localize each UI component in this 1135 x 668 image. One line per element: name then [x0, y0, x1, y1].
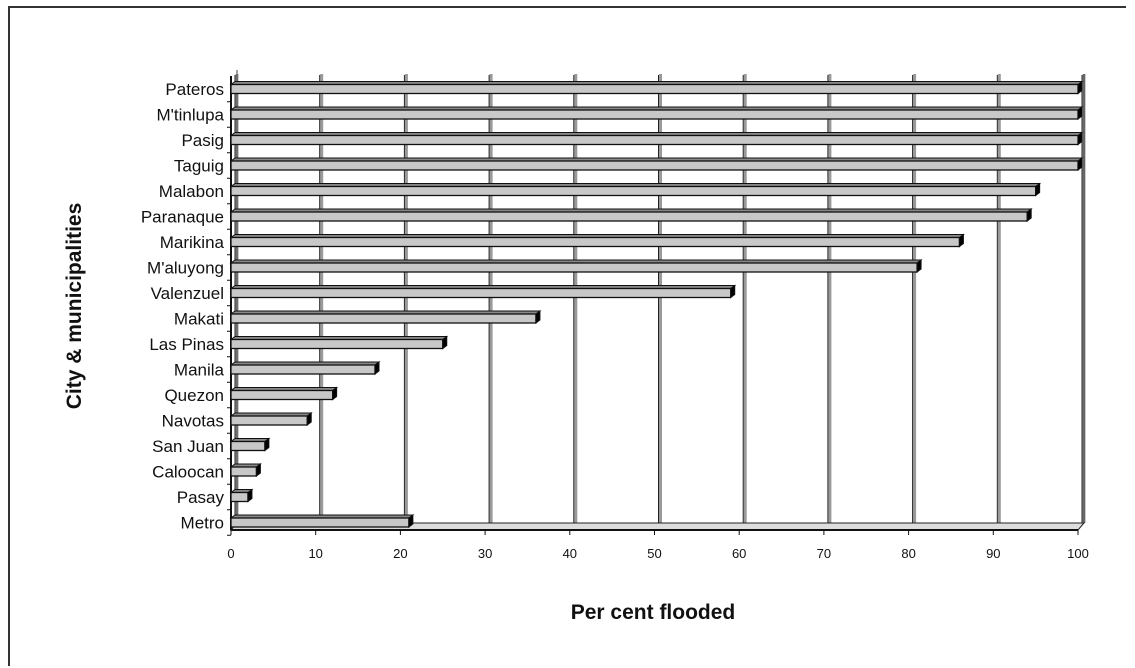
x-tick-label: 100 [1067, 546, 1089, 561]
bar-front-face [230, 185, 1037, 197]
category-label: Manila [174, 361, 225, 380]
bar-marikina [229, 233, 965, 248]
x-tick-label: 20 [393, 546, 407, 561]
gridlines [234, 74, 1086, 524]
bar-valenzuel [229, 284, 737, 299]
bar-front-face [230, 211, 1028, 222]
bar-front-face [230, 389, 334, 401]
category-label: Las Pinas [149, 335, 224, 354]
bar-pasay [229, 488, 254, 503]
bar-front-face [230, 466, 258, 477]
bar-end-face [1077, 157, 1083, 171]
bar-front-face [230, 262, 918, 273]
bar-end-face [1077, 106, 1083, 120]
bar-front-face [230, 313, 537, 324]
category-label: Navotas [162, 412, 224, 431]
category-label: Taguig [174, 157, 224, 176]
category-label: Pasig [181, 131, 224, 150]
bar-front-face [230, 83, 1079, 95]
bar-m-tinlupa [229, 106, 1084, 120]
x-tick-label: 60 [732, 546, 746, 561]
bar-front-face [230, 236, 961, 248]
bar-end-face [332, 386, 338, 401]
category-label: Metro [181, 514, 224, 533]
bar-end-face [374, 361, 380, 375]
bar-navotas [229, 412, 313, 426]
x-tick-label: 10 [308, 546, 322, 561]
category-label: Paranaque [141, 208, 224, 227]
bar-front-face [230, 415, 308, 426]
bar-front-face [230, 440, 266, 452]
category-label: Marikina [160, 233, 225, 252]
bar-front-face [230, 364, 376, 375]
bar-front-face [230, 109, 1079, 120]
bar-end-face [306, 412, 312, 426]
x-tick-label: 90 [986, 546, 1000, 561]
bar-makati [229, 310, 542, 324]
x-tick-label: 40 [563, 546, 577, 561]
bar-end-face [958, 233, 964, 248]
bar-end-face [408, 514, 414, 528]
x-tick-labels: 0 10 20 30 40 50 60 70 80 90 100 [227, 546, 1088, 561]
bar-front-face [230, 517, 410, 528]
bar-end-face [916, 259, 922, 273]
x-tick-label: 80 [901, 546, 915, 561]
category-labels: Pateros M'tinlupa Pasig Taguig Malabon Parana… [141, 80, 225, 533]
category-label: M'tinlupa [156, 106, 224, 125]
bar-paranaque [229, 208, 1033, 222]
x-tick-label: 0 [227, 546, 234, 561]
bar-end-face [264, 437, 270, 452]
bar-taguig [229, 157, 1084, 171]
bar-quezon [229, 386, 339, 401]
bar-m-aluyong [229, 259, 923, 273]
x-tick-label: 30 [478, 546, 492, 561]
category-label: Pateros [165, 80, 224, 99]
bar-san-juan [229, 437, 271, 452]
bar-pasig [229, 131, 1084, 146]
category-label: San Juan [152, 437, 224, 456]
figure-frame [8, 6, 1126, 666]
x-tick-label: 70 [817, 546, 831, 561]
category-label: M'aluyong [147, 259, 224, 278]
bar-end-face [255, 463, 261, 477]
category-label: Pasay [177, 488, 225, 507]
bar-caloocan [229, 463, 262, 477]
category-label: Caloocan [152, 463, 224, 482]
bar-front-face [230, 491, 249, 503]
x-tick-label: 50 [647, 546, 661, 561]
bar-front-face [230, 134, 1079, 146]
bar-manila [229, 361, 381, 375]
bar-pateros [229, 80, 1084, 95]
bar-las-pinas [229, 335, 449, 350]
bar-end-face [1035, 182, 1041, 197]
bar-end-face [442, 335, 448, 350]
bar-metro [229, 514, 415, 528]
bar-front-face [230, 338, 444, 350]
category-label: Valenzuel [151, 284, 224, 303]
bar-end-face [1077, 80, 1083, 95]
bar-end-face [535, 310, 541, 324]
category-label: Malabon [159, 182, 224, 201]
bar-end-face [1026, 208, 1032, 222]
bar-end-face [730, 284, 736, 299]
category-label: Quezon [164, 386, 224, 405]
category-label: Makati [174, 310, 224, 329]
bars [229, 80, 1084, 528]
x-axis-title: Per cent flooded [571, 601, 736, 624]
bar-malabon [229, 182, 1042, 197]
y-axis-title: City & municipalities [63, 203, 86, 410]
bar-front-face [230, 160, 1079, 171]
bar-end-face [1077, 131, 1083, 146]
bar-end-face [247, 488, 253, 503]
bar-front-face [230, 287, 732, 299]
